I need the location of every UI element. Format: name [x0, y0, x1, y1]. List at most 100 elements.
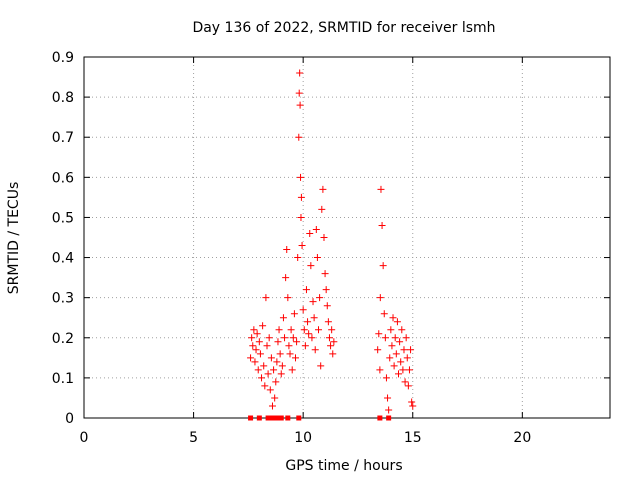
data-point — [313, 254, 321, 262]
data-point — [388, 342, 396, 350]
data-point — [387, 326, 395, 334]
data-point — [270, 366, 278, 374]
y-tick-label: 0.6 — [52, 170, 74, 186]
data-point — [319, 185, 327, 193]
data-point — [266, 386, 274, 394]
data-point — [295, 89, 303, 97]
data-point — [320, 234, 328, 241]
data-point — [286, 350, 294, 358]
zero-marker — [256, 415, 262, 421]
data-point — [310, 314, 318, 322]
data-point — [374, 346, 382, 354]
y-tick-label: 0.8 — [52, 90, 74, 106]
data-point — [392, 350, 400, 358]
data-point — [305, 330, 313, 338]
data-point — [330, 338, 338, 346]
data-point — [283, 246, 291, 254]
data-point — [328, 326, 336, 334]
data-point — [295, 133, 303, 141]
ticks-layer: 0 0.1 0.2 0.3 0.4 0.5 0.6 0.7 0.8 0.9 0 5 10 15 20 — [52, 50, 610, 446]
data-point — [391, 334, 399, 342]
data-point — [291, 354, 299, 362]
data-point — [318, 205, 326, 213]
data-point — [397, 358, 405, 366]
y-axis-label: SRMTID / TECUs — [6, 182, 22, 295]
data-point — [395, 370, 403, 378]
data-point — [324, 318, 332, 326]
data-point — [288, 366, 296, 374]
data-point — [376, 294, 384, 302]
data-point — [255, 338, 263, 346]
data-point — [327, 342, 335, 350]
data-point — [262, 294, 270, 302]
data-point — [277, 370, 285, 378]
data-point — [386, 354, 394, 362]
data-point — [287, 326, 295, 334]
data-point — [400, 346, 408, 354]
zero-marker — [386, 415, 392, 421]
data-point — [248, 334, 256, 342]
data-point — [256, 350, 264, 358]
data-point — [405, 366, 413, 374]
data-point — [396, 338, 404, 346]
y-tick-label: 0.4 — [52, 251, 74, 267]
data-point — [284, 294, 292, 302]
data-point — [272, 378, 280, 386]
data-point — [259, 322, 267, 330]
y-tick-label: 0.7 — [52, 130, 74, 146]
data-point — [381, 334, 389, 342]
data-point — [390, 362, 398, 370]
zero-marker — [377, 415, 383, 421]
data-point — [389, 314, 397, 322]
data-point — [289, 334, 297, 342]
data-point — [375, 330, 383, 338]
data-point — [302, 286, 310, 294]
data-point — [258, 374, 266, 382]
zero-marker — [278, 415, 284, 421]
data-point — [304, 318, 312, 326]
data-point — [297, 193, 305, 201]
data-point — [253, 330, 261, 338]
points-layer — [247, 69, 417, 421]
data-point — [316, 294, 324, 302]
y-tick-label: 0.9 — [52, 50, 74, 66]
data-point — [329, 350, 337, 358]
data-point — [273, 358, 281, 366]
data-point — [379, 262, 387, 270]
data-point — [407, 346, 415, 354]
x-tick-label: 15 — [404, 430, 422, 446]
data-point — [250, 326, 258, 334]
data-point — [404, 382, 412, 390]
data-point — [275, 326, 283, 334]
zero-marker — [269, 415, 275, 421]
data-point — [271, 394, 279, 402]
data-point — [264, 370, 272, 378]
data-point — [297, 173, 305, 181]
data-point — [281, 334, 289, 342]
y-tick-label: 0.2 — [52, 331, 74, 347]
data-point — [297, 213, 305, 221]
data-point — [382, 374, 390, 382]
data-point — [325, 334, 333, 342]
data-point — [408, 398, 416, 406]
data-point — [380, 310, 388, 318]
x-tick-label: 10 — [294, 430, 312, 446]
data-point — [279, 314, 287, 322]
data-point — [285, 342, 293, 350]
data-point — [294, 254, 302, 262]
data-point — [265, 334, 273, 342]
grid-layer — [84, 57, 610, 418]
plot-area — [83, 56, 611, 419]
data-point — [282, 274, 290, 282]
data-point — [393, 318, 401, 326]
y-tick-label: 0 — [65, 411, 74, 427]
x-tick-label: 5 — [189, 430, 198, 446]
data-point — [296, 69, 304, 77]
data-point — [298, 242, 306, 250]
y-tick-label: 0.3 — [52, 291, 74, 307]
data-point — [278, 362, 286, 370]
data-point — [315, 326, 323, 334]
data-point — [267, 354, 275, 362]
